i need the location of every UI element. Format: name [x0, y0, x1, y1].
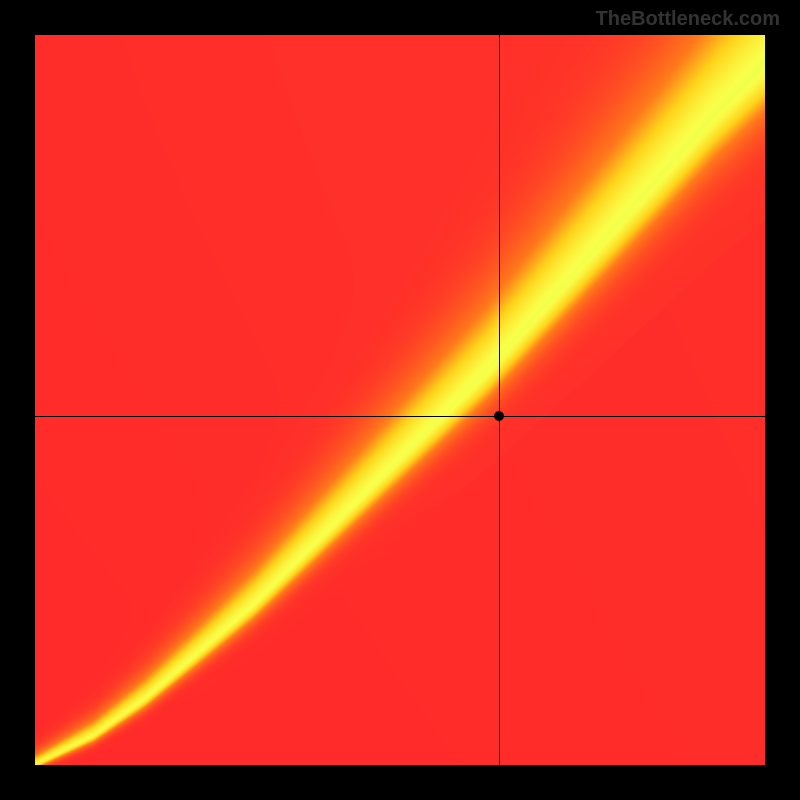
watermark-text: TheBottleneck.com	[596, 8, 780, 31]
heatmap-canvas	[35, 35, 765, 765]
selection-marker-dot	[494, 411, 504, 421]
crosshair-horizontal	[35, 416, 765, 417]
crosshair-vertical	[499, 35, 500, 765]
bottleneck-heatmap	[35, 35, 765, 765]
